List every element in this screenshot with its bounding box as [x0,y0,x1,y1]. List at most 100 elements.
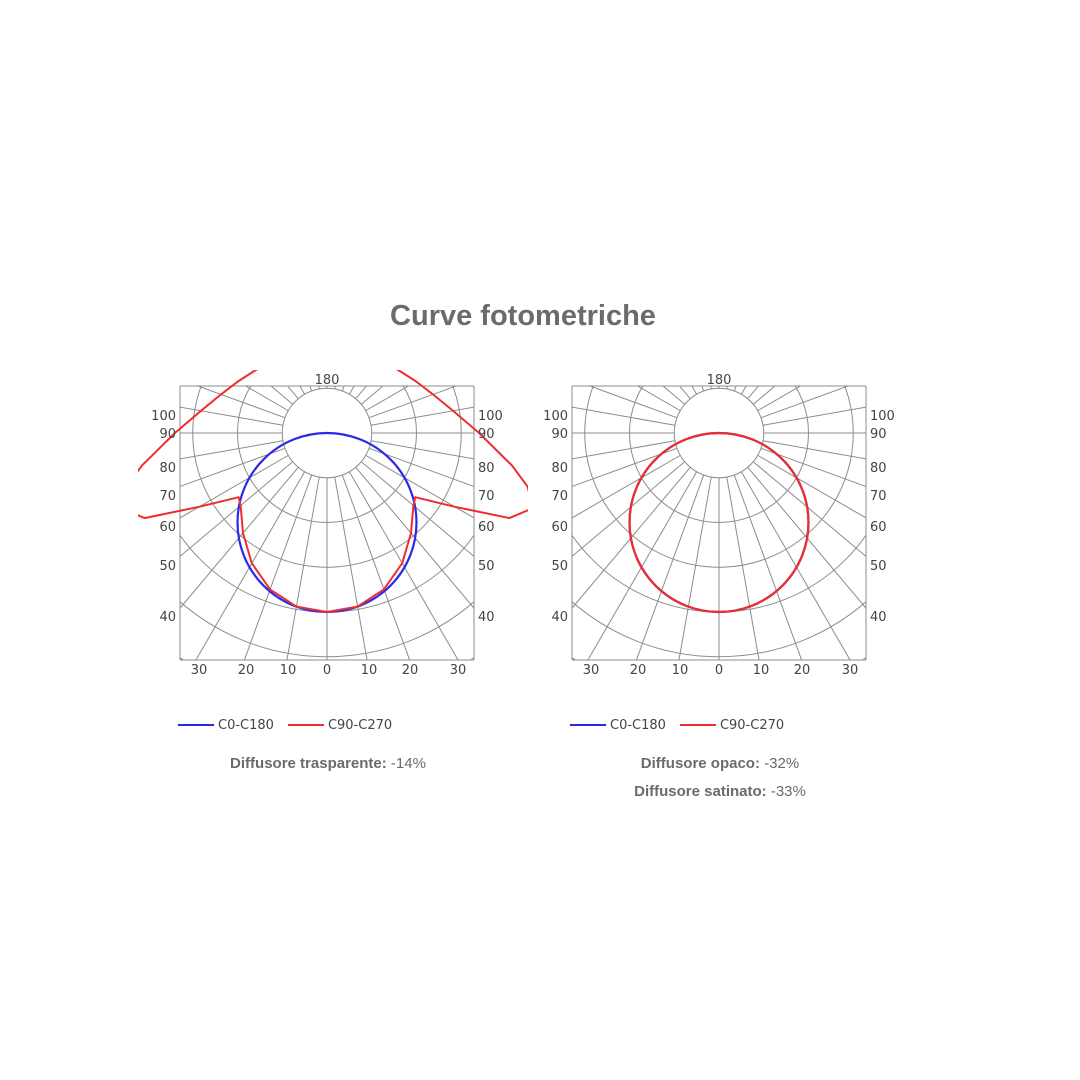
grid-spoke [762,440,866,460]
grid-spoke [309,386,313,392]
grid-spoke [341,474,411,660]
grid-spoke [286,386,299,400]
note-label: Diffusore opaco: [640,755,760,772]
diffuser-note-satin: Diffusore satinato: -33% [550,783,890,800]
note-value: -14% [390,755,426,772]
grid-spoke [757,386,802,412]
angle-label-left: 70 [551,489,568,504]
angle-label-right: 90 [478,427,495,442]
grid-spoke [195,471,306,660]
grid-spoke [691,386,698,395]
series-c90-c270-curve [138,370,528,613]
grid-spoke [587,471,698,660]
grid-ring [530,370,920,700]
grid-spoke [635,474,705,660]
grid-spoke [286,476,320,660]
angle-label-right: 50 [870,559,887,574]
angle-label-right: 50 [478,559,495,574]
radial-label-bottom: 0 [715,663,723,678]
radial-label-bottom: 30 [191,663,208,678]
legend-swatch-blue [178,724,214,726]
grid-spoke [678,386,691,400]
grid-spoke [341,386,345,392]
legend-swatch-red [679,724,716,726]
grid-spoke [180,454,289,519]
angle-label-left: 100 [151,409,176,424]
angle-label-right: 70 [870,489,887,504]
grid-spoke [572,461,686,558]
grid-spoke [636,386,681,412]
grid-spoke [334,476,368,660]
grid-spoke [662,386,686,405]
grid-spoke [747,466,866,609]
note-value: -32% [764,755,800,772]
grid-ring [138,370,528,700]
angle-label-left: 90 [159,427,176,442]
grid-spoke [760,447,866,488]
grid-spoke [370,440,474,460]
grid-group [138,370,528,700]
grid-ring [572,657,866,660]
legend-left: C0-C180 C90-C270 [178,716,406,734]
legend-swatch-blue [570,724,606,726]
angle-label-left: 40 [159,610,176,625]
polar-chart-left: 180 100 100 90 90 80 80 70 70 60 60 50 50 40 40 30 20 10 0… [138,370,528,700]
angle-label-right: 80 [478,461,495,476]
grid-ring [572,600,866,658]
angle-label-left: 90 [551,427,568,442]
grid-spoke [740,386,747,395]
radial-label-bottom: 10 [361,663,378,678]
legend-label: C90-C270 [719,717,785,733]
grid-spoke [588,386,678,419]
grid-spoke [572,447,678,488]
angle-label-top: 180 [707,373,732,388]
legend-label: C90-C270 [327,717,393,733]
diffuser-note-transparent: Diffusore trasparente: -14% [158,755,498,772]
grid-spoke [180,440,284,460]
note-value: -33% [770,783,806,800]
angle-label-left: 80 [159,461,176,476]
radial-label-bottom: 30 [450,663,467,678]
grid-spoke [196,386,286,419]
angle-label-left: 40 [551,610,568,625]
note-label: Diffusore trasparente: [230,755,387,772]
grid-ring [180,657,474,660]
angle-label-left: 60 [159,520,176,535]
angle-label-left: 50 [159,559,176,574]
grid-spoke [348,471,459,660]
angle-label-right: 100 [870,409,895,424]
radial-label-bottom: 20 [238,663,255,678]
polar-chart-right: 180 100 100 90 90 80 80 70 70 60 60 50 50 40 40 30 20 10 0… [530,370,920,700]
radial-label-bottom: 0 [323,663,331,678]
radial-label-bottom: 30 [583,663,600,678]
legend-swatch-red [287,724,324,726]
grid-spoke [180,406,284,426]
legend-item-c90-c270: C90-C270 [287,717,393,733]
angle-label-right: 60 [870,520,887,535]
angle-label-right: 60 [478,520,495,535]
grid-spoke [355,466,474,609]
angle-label-right: 70 [478,489,495,504]
angle-label-right: 100 [478,409,503,424]
grid-group [530,370,920,700]
legend-item-c0-c180: C0-C180 [570,718,666,733]
angle-label-left: 80 [551,461,568,476]
grid-spoke [368,447,474,488]
angle-label-right: 90 [870,427,887,442]
grid-spoke [244,386,289,412]
series-c90-c270-curve [628,431,810,614]
radial-label-bottom: 20 [402,663,419,678]
angle-label-right: 40 [478,610,495,625]
angle-label-right: 40 [870,610,887,625]
page-title: Curve fotometriche [390,300,656,332]
grid-spoke [760,386,850,419]
angle-label-left: 50 [551,559,568,574]
radial-label-bottom: 10 [672,663,689,678]
grid-spoke [733,386,737,392]
radial-label-bottom: 20 [794,663,811,678]
grid-spoke [762,406,866,426]
radial-label-bottom: 30 [842,663,859,678]
note-label: Diffusore satinato: [634,783,767,800]
grid-spoke [370,406,474,426]
